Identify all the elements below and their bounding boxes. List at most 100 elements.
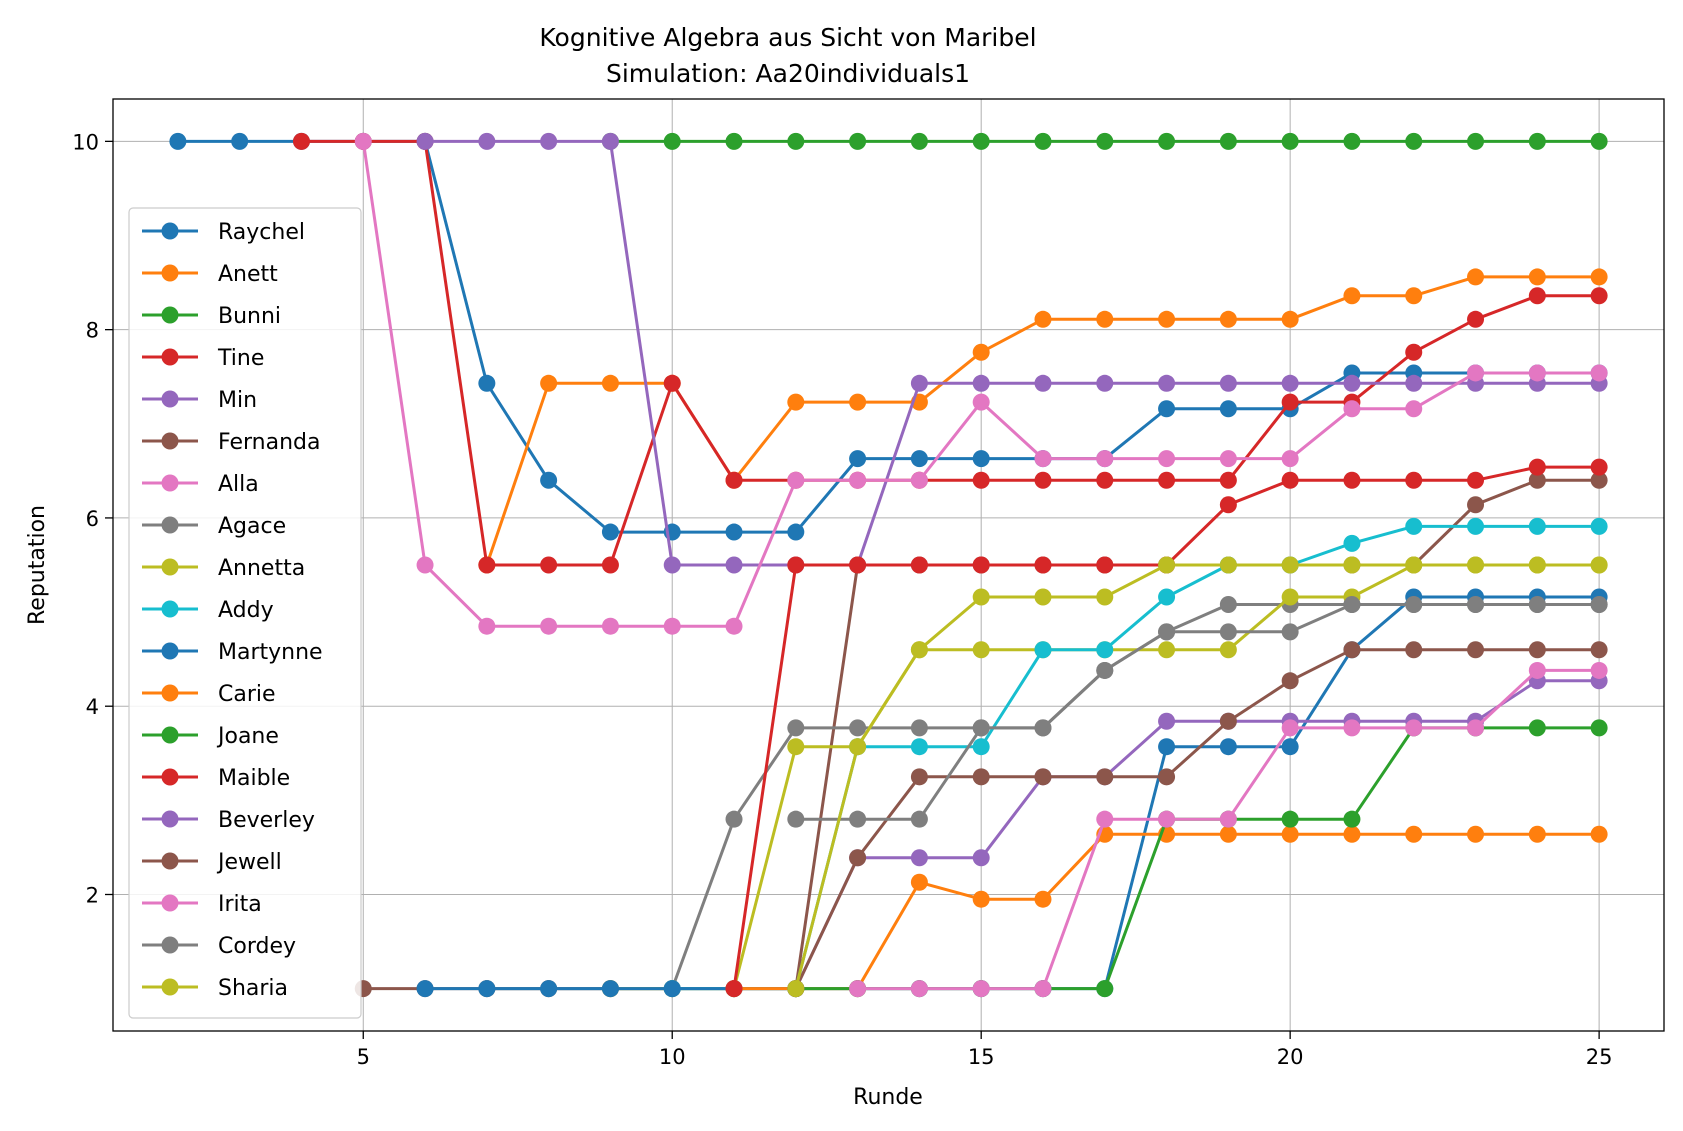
data-point (1158, 641, 1176, 659)
data-point (1158, 810, 1176, 828)
data-point (910, 810, 928, 828)
data-point (1590, 719, 1608, 737)
data-point (1034, 310, 1052, 328)
legend-marker (161, 306, 179, 324)
legend-marker (161, 348, 179, 366)
data-point (1219, 623, 1237, 641)
legend-item: Alla (142, 472, 259, 497)
data-point (1281, 393, 1299, 411)
data-point (1467, 556, 1485, 574)
data-point (478, 556, 496, 574)
data-point (1219, 596, 1237, 614)
data-point (1405, 641, 1423, 659)
legend-label: Sharia (218, 976, 288, 1001)
data-point (1096, 450, 1114, 468)
data-point (1405, 400, 1423, 418)
data-point (849, 849, 867, 867)
data-point (1528, 471, 1546, 489)
legend-marker (161, 642, 179, 660)
data-point (1343, 534, 1361, 552)
data-point (1219, 496, 1237, 514)
data-point (1528, 719, 1546, 737)
legend-marker (161, 516, 179, 534)
data-point (1158, 556, 1176, 574)
data-point (972, 588, 990, 606)
data-point (725, 523, 743, 541)
legend-marker (161, 852, 179, 870)
data-point (910, 374, 928, 392)
data-point (540, 980, 558, 998)
data-point (1281, 623, 1299, 641)
data-point (1158, 738, 1176, 756)
data-point (1281, 450, 1299, 468)
data-point (1467, 641, 1485, 659)
data-point (1158, 132, 1176, 150)
data-point (1281, 588, 1299, 606)
data-point (1528, 661, 1546, 679)
series-line (425, 139, 1600, 567)
data-point (725, 471, 743, 489)
legend-item: Cordey (142, 934, 296, 959)
data-point (972, 374, 990, 392)
data-point (1528, 596, 1546, 614)
legend-marker (161, 768, 179, 786)
data-point (910, 738, 928, 756)
x-tick-label: 10 (659, 1045, 686, 1069)
data-point (1034, 374, 1052, 392)
data-point (1281, 374, 1299, 392)
data-point (1343, 471, 1361, 489)
data-point (416, 132, 434, 150)
data-point (1281, 825, 1299, 843)
series-line (794, 648, 1600, 990)
data-point (972, 719, 990, 737)
data-point (1034, 980, 1052, 998)
x-axis-label: Runde (853, 1085, 923, 1110)
data-point (1590, 596, 1608, 614)
data-point (1343, 287, 1361, 305)
data-point (1034, 132, 1052, 150)
legend-item: Carie (142, 682, 276, 707)
data-point (849, 810, 867, 828)
data-point (910, 873, 928, 891)
data-point (601, 556, 619, 574)
data-point (663, 980, 681, 998)
data-point (1590, 661, 1608, 679)
series-line (794, 563, 1600, 989)
data-point (1590, 471, 1608, 489)
data-point (1590, 517, 1608, 535)
legend-label: Carie (218, 682, 276, 707)
legend-item: Irita (142, 892, 262, 917)
data-point (972, 343, 990, 361)
data-point (972, 450, 990, 468)
data-point (787, 980, 805, 998)
data-point (231, 132, 249, 150)
data-point (169, 132, 187, 150)
data-point (910, 719, 928, 737)
data-point (910, 132, 928, 150)
data-point (1590, 268, 1608, 286)
legend-item: Raychel (142, 220, 305, 245)
data-point (1405, 132, 1423, 150)
data-point (1467, 496, 1485, 514)
legend-marker (161, 600, 179, 618)
axis-ticks: 5 10 15 20 25 2 4 6 8 10 (72, 130, 1612, 1069)
legend-label: Anett (218, 262, 278, 287)
data-point (1096, 641, 1114, 659)
data-point (1590, 825, 1608, 843)
data-point (1096, 471, 1114, 489)
data-point (1528, 364, 1546, 382)
data-point (972, 393, 990, 411)
data-point (540, 617, 558, 635)
data-point (849, 471, 867, 489)
data-point (1590, 458, 1608, 476)
data-point (910, 849, 928, 867)
data-point (663, 617, 681, 635)
legend-marker (161, 684, 179, 702)
data-point (1343, 132, 1361, 150)
data-point (1405, 471, 1423, 489)
y-tick-label: 10 (72, 130, 99, 154)
chart-title: Kognitive Algebra aus Sicht von Maribel (539, 23, 1036, 52)
legend-label: Beverley (218, 808, 315, 833)
data-point (849, 132, 867, 150)
